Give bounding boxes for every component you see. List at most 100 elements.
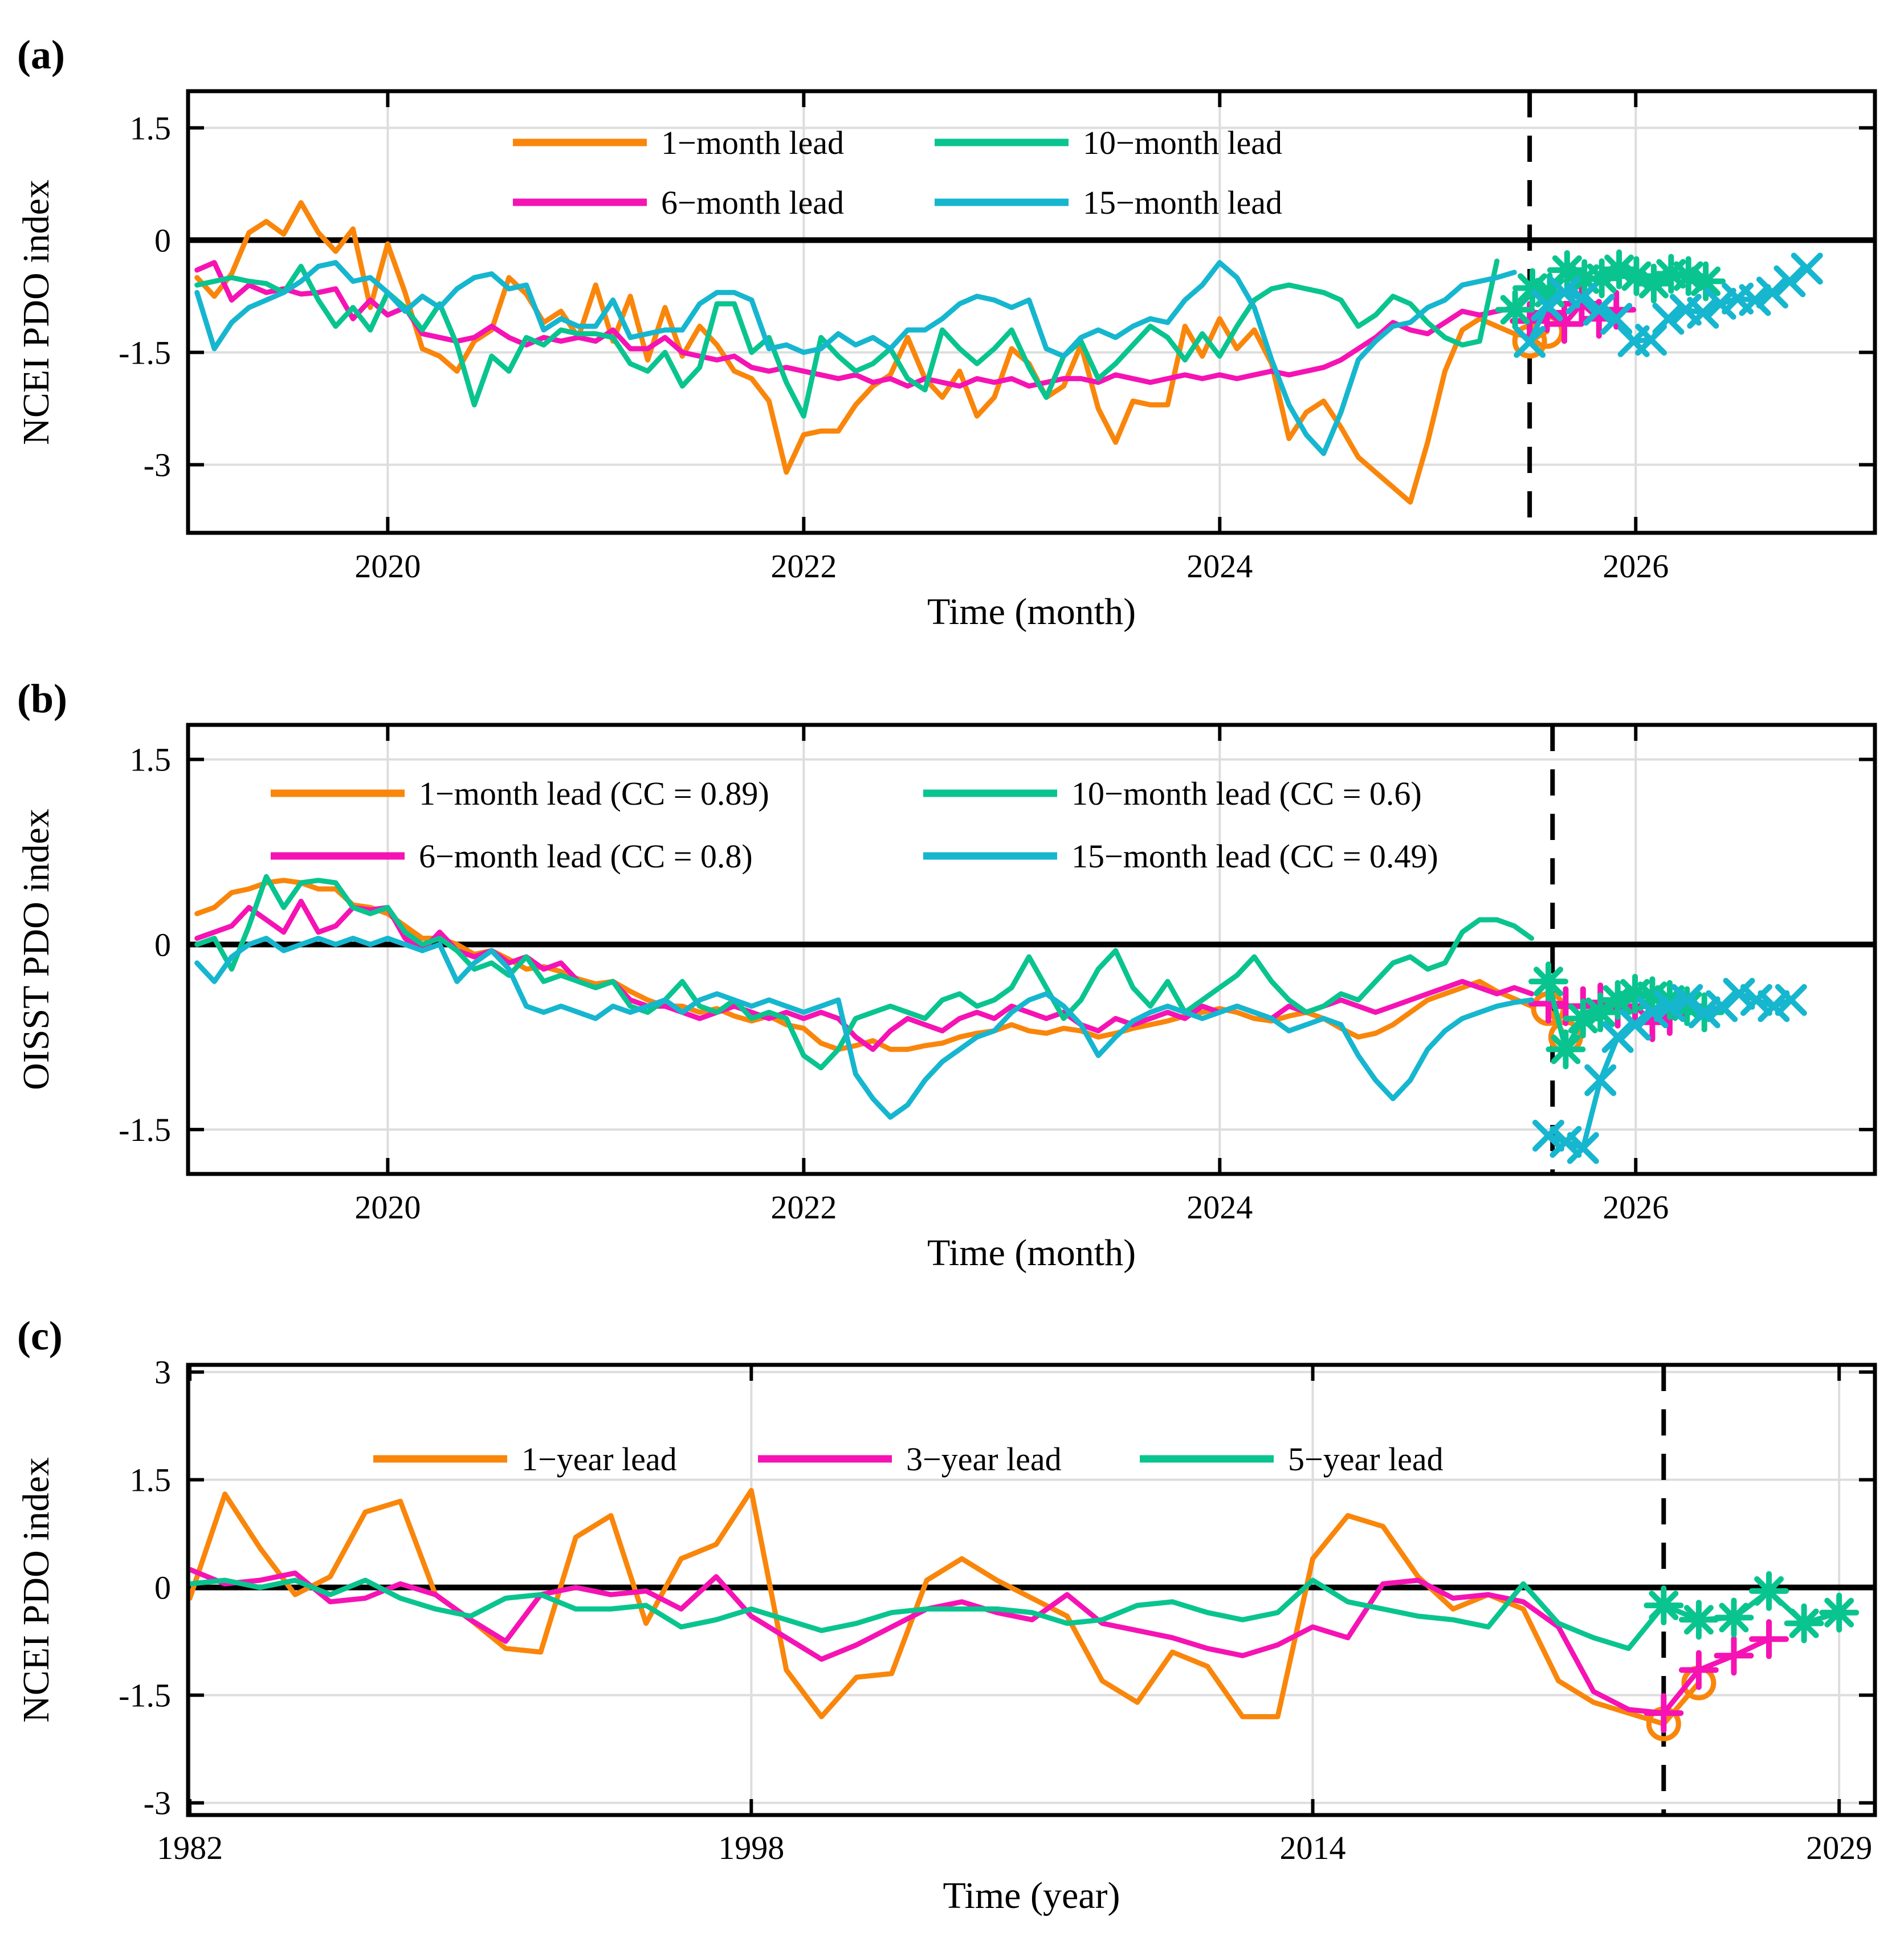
x-tick-label: 2014 (1280, 1829, 1346, 1866)
x-tick-label: 2026 (1603, 548, 1669, 585)
forecast-marker-asterisk-10-month-lead (1581, 258, 1622, 299)
x-tick-label: 2022 (770, 548, 837, 585)
panel-a: (a) NCEI PDO index Time (month) 2020 2022… (15, 32, 1877, 633)
series-line-6-month-lead (194, 260, 1517, 389)
forecast-marker-asterisk-10-month-lead (1512, 268, 1552, 308)
forecast-marker-x-15-month-lead (1514, 326, 1546, 358)
panel-c-plot-area: 1982 1998 2014 2029 3 1.5 0 -1.5 -3 1−year lead 3−… (119, 1354, 1877, 1866)
legend-label-1-month-lead-cc-0-89: 1−month lead (CC = 0.89) (419, 775, 769, 812)
panel-b-plot-area: 2020 2022 2024 2026 1.5 0 -1.5 1−month lead (CC… (119, 723, 1877, 1226)
forecast-marker-asterisk-5-year-lead (1784, 1603, 1824, 1644)
series-line-15-month-lead-cc-0-49 (194, 936, 1535, 1120)
forecast-marker-x-15-month-lead-cc-0-49 (1740, 984, 1772, 1016)
forecast-marker-asterisk-5-year-lead (1749, 1571, 1789, 1611)
forecast-marker-x-15-month-lead-cc-0-49 (1653, 990, 1686, 1022)
forecast-marker-x-15-month-lead (1791, 252, 1823, 285)
forecast-marker-x-15-month-lead-cc-0-49 (1671, 984, 1703, 1016)
legend-label-15-month-lead-cc-0-49: 15−month lead (CC = 0.49) (1071, 838, 1438, 875)
series-line-10-month-lead-cc-0-6 (194, 874, 1535, 1071)
forecast-marker-asterisk-10-month-lead-cc-0-6 (1580, 992, 1621, 1033)
forecast-marker-asterisk-5-year-lead (1678, 1600, 1719, 1640)
series-line-1-month-lead (194, 200, 1535, 505)
panel-c-letter: (c) (17, 1313, 63, 1359)
forecast-marker-x-15-month-lead (1756, 276, 1788, 309)
forecast-marker-x-15-month-lead-cc-0-49 (1758, 990, 1790, 1022)
panel-c-ylabel: NCEI PDO index (15, 1457, 57, 1723)
forecast-marker-x-15-month-lead (1652, 303, 1685, 335)
x-tick-label: 2020 (354, 548, 421, 585)
x-tick-label: 2024 (1187, 1189, 1253, 1226)
forecast-marker-plus-3-year-lead (1678, 1650, 1719, 1690)
series-line-3-year-lead (187, 1567, 1666, 1716)
panel-c-xlabel: Time (year) (943, 1875, 1120, 1916)
forecast-marker-x-15-month-lead-cc-0-49 (1550, 1126, 1582, 1158)
y-tick-label: 3 (154, 1354, 171, 1391)
legend-label-5-year-lead: 5−year lead (1288, 1441, 1444, 1478)
y-tick-label: 0 (154, 1569, 171, 1606)
forecast-marker-x-15-month-lead-cc-0-49 (1532, 1119, 1564, 1152)
x-tick-label: 1998 (718, 1829, 784, 1866)
forecast-marker-x-15-month-lead (1583, 293, 1615, 326)
legend-label-6-month-lead: 6−month lead (661, 184, 844, 221)
x-tick-label: 2022 (770, 1189, 837, 1226)
panel-a-xlabel: Time (month) (927, 591, 1136, 633)
forecast-marker-x-15-month-lead-cc-0-49 (1706, 990, 1738, 1022)
forecast-marker-x-15-month-lead (1773, 265, 1806, 297)
x-tick-label: 2020 (354, 1189, 421, 1226)
forecast-marker-asterisk-10-month-lead-cc-0-6 (1632, 976, 1673, 1017)
x-tick-label: 1982 (157, 1829, 223, 1866)
forecast-marker-x-15-month-lead-cc-0-49 (1584, 1064, 1617, 1096)
plot-box (186, 1363, 1877, 1817)
forecast-marker-x-15-month-lead (1548, 276, 1580, 309)
legend-label-1-year-lead: 1−year lead (521, 1441, 677, 1478)
forecast-marker-plus-3-year-lead (1714, 1636, 1754, 1676)
forecast-marker-asterisk-10-month-lead-cc-0-6 (1546, 1029, 1586, 1070)
y-tick-label: 1.5 (130, 109, 172, 146)
y-tick-label: 0 (154, 222, 171, 259)
forecast-marker-asterisk-10-month-lead (1530, 272, 1570, 313)
panel-a-plot-area: 2020 2022 2024 2026 1.5 0 -1.5 -3 1−month lead 6−… (119, 89, 1877, 585)
legend-label-3-year-lead: 3−year lead (906, 1441, 1062, 1478)
plot-box (186, 89, 1877, 535)
forecast-marker-x-15-month-lead (1739, 284, 1771, 316)
forecast-marker-asterisk-10-month-lead-cc-0-6 (1597, 980, 1638, 1020)
panel-b-letter: (b) (17, 676, 67, 721)
legend-label-6-month-lead-cc-0-8: 6−month lead (CC = 0.8) (419, 838, 753, 875)
forecast-marker-x-15-month-lead (1565, 282, 1598, 315)
forecast-marker-asterisk-10-month-lead-cc-0-6 (1563, 998, 1603, 1039)
y-tick-label: -1.5 (119, 1677, 171, 1714)
forecast-marker-x-15-month-lead-cc-0-49 (1723, 977, 1755, 1010)
panel-a-letter: (a) (17, 32, 65, 78)
forecast-marker-asterisk-10-month-lead (1686, 261, 1726, 301)
forecast-marker-x-15-month-lead-cc-0-49 (1567, 1132, 1599, 1164)
x-tick-label: 2029 (1806, 1829, 1872, 1866)
panel-c: (c) NCEI PDO index Time (year) 1982 1998 2… (15, 1313, 1877, 1916)
legend-label-15-month-lead: 15−month lead (1083, 184, 1282, 221)
forecast-marker-asterisk-10-month-lead (1547, 250, 1587, 290)
panel-b: (b) OISST PDO index Time (month) 2020 202… (15, 676, 1877, 1274)
series-line-10-month-lead (194, 258, 1500, 419)
forecast-marker-plus-6-month-lead (1544, 304, 1584, 344)
forecast-line-1-year-lead (1661, 1680, 1702, 1727)
legend-label-10-month-lead: 10−month lead (1083, 124, 1282, 161)
y-tick-label: -1.5 (119, 334, 171, 371)
y-tick-label: -1.5 (119, 1111, 171, 1148)
panel-a-ylabel: NCEI PDO index (15, 180, 57, 445)
forecast-marker-x-15-month-lead (1600, 303, 1633, 335)
forecast-marker-x-15-month-lead (1704, 288, 1736, 320)
y-tick-label: -3 (144, 446, 171, 483)
forecast-marker-x-15-month-lead (1531, 289, 1563, 321)
forecast-marker-asterisk-5-year-lead (1644, 1585, 1684, 1626)
forecast-marker-asterisk-10-month-lead (1495, 289, 1535, 330)
forecast-line-3-year-lead (1661, 1636, 1772, 1716)
forecast-marker-asterisk-10-month-lead-cc-0-6 (1649, 980, 1690, 1020)
forecast-marker-asterisk-5-year-lead (1819, 1592, 1860, 1633)
series-line-1-month-lead-cc-0-89 (194, 878, 1535, 1052)
x-tick-label: 2026 (1603, 1189, 1669, 1226)
forecast-marker-x-15-month-lead-cc-0-49 (1636, 996, 1669, 1029)
forecast-marker-x-15-month-lead-cc-0-49 (1619, 1009, 1652, 1041)
x-tick-label: 2024 (1187, 548, 1253, 585)
forecast-marker-asterisk-10-month-lead (1633, 263, 1674, 304)
forecast-marker-plus-3-year-lead (1644, 1693, 1684, 1734)
